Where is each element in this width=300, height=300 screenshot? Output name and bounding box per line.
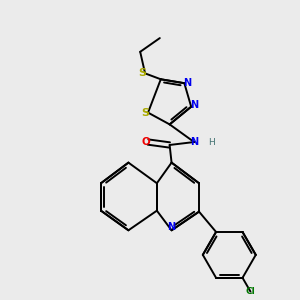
Text: O: O (141, 137, 150, 147)
Text: N: N (167, 222, 175, 232)
Text: N: N (183, 78, 191, 88)
Text: N: N (190, 137, 198, 147)
Text: N: N (190, 100, 198, 110)
Text: S: S (139, 68, 147, 78)
Text: H: H (208, 137, 215, 146)
Text: Cl: Cl (246, 287, 255, 296)
Text: S: S (141, 108, 149, 118)
